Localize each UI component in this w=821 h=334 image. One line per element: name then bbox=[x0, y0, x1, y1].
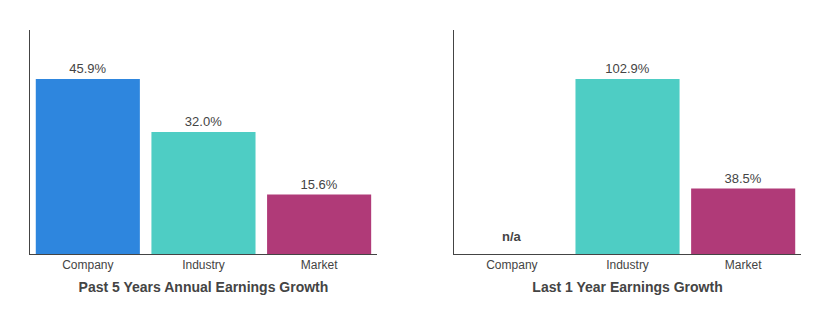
svg-text:Industry: Industry bbox=[606, 258, 649, 272]
svg-text:Past 5 Years Annual Earnings G: Past 5 Years Annual Earnings Growth bbox=[79, 279, 329, 295]
svg-text:Industry: Industry bbox=[182, 258, 225, 272]
svg-text:Market: Market bbox=[725, 258, 762, 272]
svg-text:102.9%: 102.9% bbox=[605, 61, 650, 76]
svg-text:Company: Company bbox=[486, 258, 537, 272]
svg-text:n/a: n/a bbox=[502, 229, 522, 244]
svg-text:38.5%: 38.5% bbox=[725, 171, 762, 186]
svg-text:45.9%: 45.9% bbox=[69, 61, 106, 76]
svg-text:32.0%: 32.0% bbox=[185, 114, 222, 129]
svg-text:Company: Company bbox=[62, 258, 113, 272]
svg-text:15.6%: 15.6% bbox=[300, 177, 337, 192]
svg-text:Last 1 Year Earnings Growth: Last 1 Year Earnings Growth bbox=[532, 279, 722, 295]
svg-text:Market: Market bbox=[301, 258, 338, 272]
